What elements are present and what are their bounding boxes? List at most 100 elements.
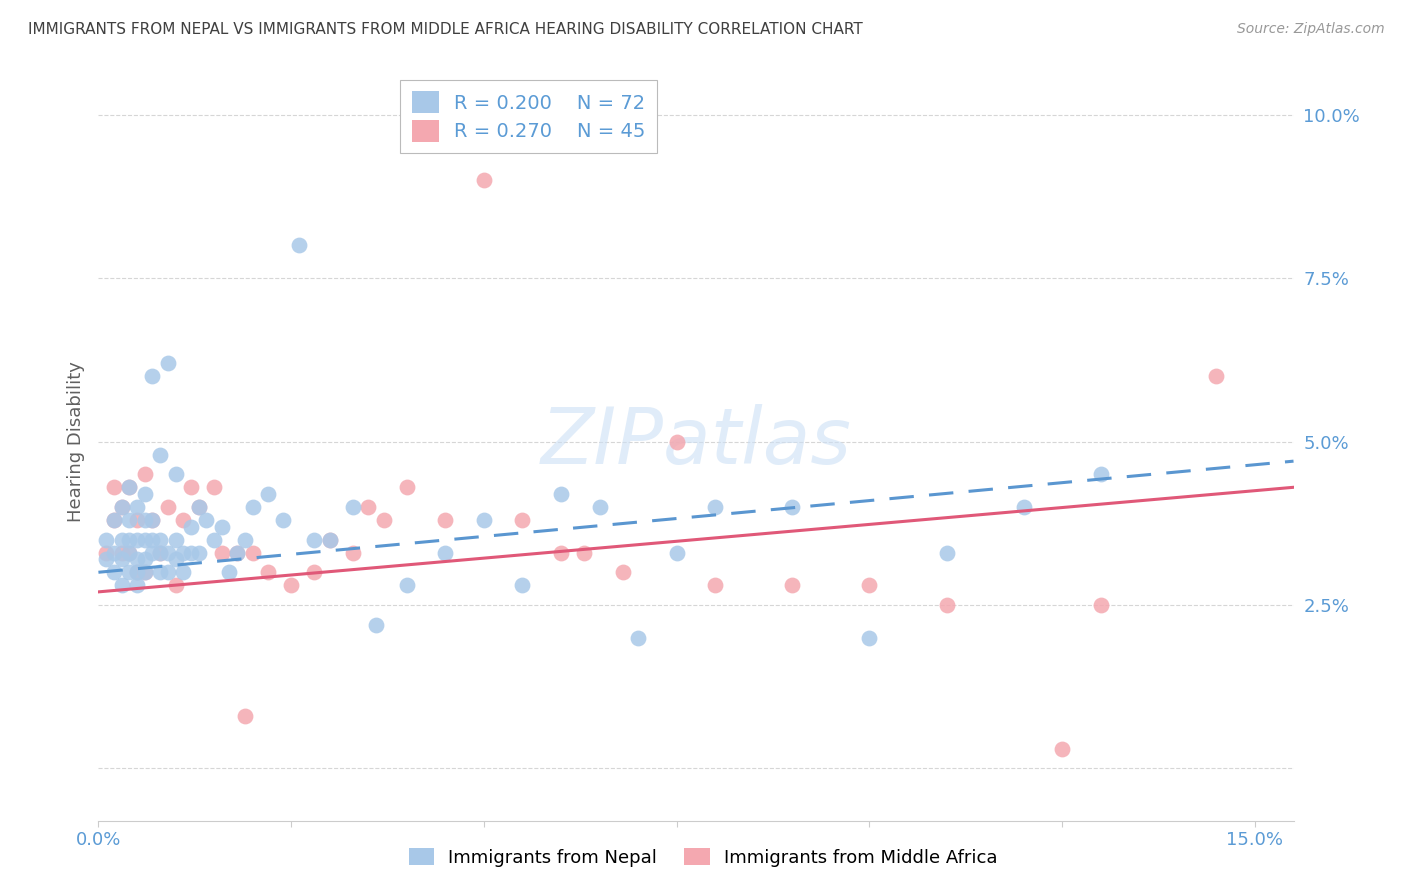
Point: [110, 533, 132, 547]
Point: [141, 546, 163, 560]
Point: [110, 500, 132, 514]
Point: [110, 552, 132, 566]
Point: [512, 513, 534, 527]
Legend: Immigrants from Nepal, Immigrants from Middle Africa: Immigrants from Nepal, Immigrants from M…: [401, 841, 1005, 874]
Point: [226, 546, 249, 560]
Point: [257, 566, 280, 580]
Point: [180, 519, 202, 533]
Point: [935, 546, 957, 560]
Point: [134, 552, 156, 566]
Text: IMMIGRANTS FROM NEPAL VS IMMIGRANTS FROM MIDDLE AFRICA HEARING DISABILITY CORREL: IMMIGRANTS FROM NEPAL VS IMMIGRANTS FROM…: [28, 22, 863, 37]
Point: [172, 566, 194, 580]
Point: [149, 546, 172, 560]
Point: [472, 513, 495, 527]
Point: [180, 480, 202, 494]
Point: [172, 513, 194, 527]
Point: [94, 552, 117, 566]
Point: [134, 467, 156, 482]
Point: [550, 487, 572, 501]
Point: [141, 369, 163, 384]
Point: [103, 566, 125, 580]
Point: [94, 533, 117, 547]
Point: [149, 566, 172, 580]
Point: [434, 513, 457, 527]
Point: [118, 566, 141, 580]
Point: [395, 480, 418, 494]
Point: [211, 519, 233, 533]
Point: [110, 578, 132, 592]
Point: [434, 546, 457, 560]
Point: [782, 500, 804, 514]
Point: [665, 434, 688, 449]
Point: [125, 552, 148, 566]
Point: [1090, 467, 1112, 482]
Point: [342, 500, 364, 514]
Point: [211, 546, 233, 560]
Point: [202, 533, 225, 547]
Point: [242, 500, 264, 514]
Point: [935, 598, 957, 612]
Point: [187, 500, 209, 514]
Point: [304, 533, 326, 547]
Point: [103, 513, 125, 527]
Point: [110, 546, 132, 560]
Point: [195, 513, 218, 527]
Point: [233, 709, 256, 723]
Point: [1205, 369, 1227, 384]
Point: [319, 533, 342, 547]
Point: [103, 513, 125, 527]
Point: [1050, 741, 1073, 756]
Point: [202, 480, 225, 494]
Point: [118, 533, 141, 547]
Point: [172, 546, 194, 560]
Point: [319, 533, 342, 547]
Text: ZIPatlas: ZIPatlas: [540, 403, 852, 480]
Point: [134, 513, 156, 527]
Point: [149, 448, 172, 462]
Point: [165, 533, 187, 547]
Point: [165, 467, 187, 482]
Point: [125, 566, 148, 580]
Point: [165, 552, 187, 566]
Point: [304, 566, 326, 580]
Point: [342, 546, 364, 560]
Point: [373, 513, 395, 527]
Point: [782, 578, 804, 592]
Point: [149, 533, 172, 547]
Point: [94, 546, 117, 560]
Point: [118, 480, 141, 494]
Point: [357, 500, 380, 514]
Point: [704, 500, 727, 514]
Point: [134, 533, 156, 547]
Point: [156, 566, 179, 580]
Point: [125, 533, 148, 547]
Point: [704, 578, 727, 592]
Point: [273, 513, 295, 527]
Point: [149, 546, 172, 560]
Point: [103, 480, 125, 494]
Point: [118, 513, 141, 527]
Point: [134, 487, 156, 501]
Point: [156, 546, 179, 560]
Point: [134, 566, 156, 580]
Point: [110, 500, 132, 514]
Point: [125, 500, 148, 514]
Point: [187, 500, 209, 514]
Point: [103, 546, 125, 560]
Point: [141, 513, 163, 527]
Point: [665, 546, 688, 560]
Point: [125, 566, 148, 580]
Legend: R = 0.200    N = 72, R = 0.270    N = 45: R = 0.200 N = 72, R = 0.270 N = 45: [399, 79, 658, 153]
Point: [118, 546, 141, 560]
Point: [218, 566, 240, 580]
Point: [233, 533, 256, 547]
Point: [395, 578, 418, 592]
Text: Source: ZipAtlas.com: Source: ZipAtlas.com: [1237, 22, 1385, 37]
Point: [550, 546, 572, 560]
Point: [858, 578, 880, 592]
Point: [187, 546, 209, 560]
Point: [226, 546, 249, 560]
Point: [180, 546, 202, 560]
Y-axis label: Hearing Disability: Hearing Disability: [66, 361, 84, 522]
Point: [118, 546, 141, 560]
